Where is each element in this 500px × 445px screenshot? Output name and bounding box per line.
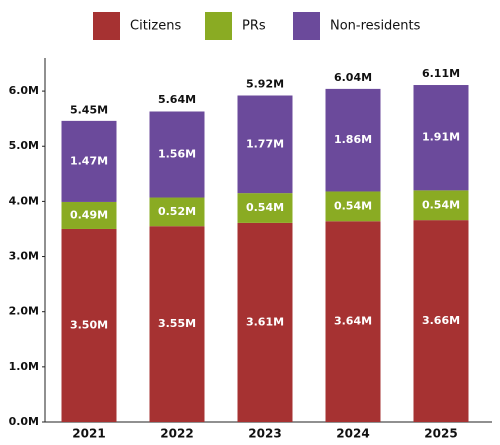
value-label: 3.64M <box>334 315 372 328</box>
value-label: 1.77M <box>246 137 284 150</box>
total-label: 5.45M <box>70 103 108 116</box>
value-label: 1.47M <box>70 154 108 167</box>
y-tick-label: 0.0M <box>9 415 39 428</box>
bar-segment <box>325 88 381 192</box>
value-label: 1.86M <box>334 133 372 146</box>
value-label: 1.56M <box>158 148 196 161</box>
value-label: 3.61M <box>246 315 284 328</box>
bar-segment <box>413 220 469 422</box>
bar-segment <box>61 120 117 202</box>
bar-segment <box>237 193 293 223</box>
value-label: 0.54M <box>334 199 372 212</box>
value-label: 0.54M <box>422 198 460 211</box>
legend-swatch <box>93 12 120 40</box>
bar-segment <box>149 197 205 227</box>
x-tick-label: 2021 <box>72 427 105 441</box>
y-tick-label: 1.0M <box>9 360 39 373</box>
total-label: 6.04M <box>334 71 372 84</box>
bar-segment <box>237 95 293 194</box>
y-tick-label: 2.0M <box>9 305 39 318</box>
value-label: 0.49M <box>70 208 108 221</box>
bar-segment <box>61 201 117 229</box>
legend-label: Non-residents <box>330 19 421 34</box>
value-label: 1.91M <box>422 131 460 144</box>
value-label: 3.66M <box>422 314 460 327</box>
total-label: 5.64M <box>158 93 196 106</box>
x-tick-label: 2022 <box>160 427 193 441</box>
legend-swatch <box>293 12 320 40</box>
bar-segment <box>413 85 469 191</box>
value-label: 0.54M <box>246 201 284 214</box>
y-tick-label: 4.0M <box>9 194 39 207</box>
legend-label: PRs <box>242 19 266 34</box>
bar-segment <box>61 228 117 422</box>
bar-segment <box>149 226 205 422</box>
total-label: 5.92M <box>246 78 284 91</box>
x-tick-label: 2025 <box>424 427 457 441</box>
x-tick-label: 2023 <box>248 427 281 441</box>
value-label: 0.52M <box>158 205 196 218</box>
legend-swatch <box>205 12 232 40</box>
value-label: 3.50M <box>70 318 108 331</box>
bar-segment <box>237 222 293 422</box>
bar-segment <box>413 190 469 221</box>
legend-label: Citizens <box>130 19 181 34</box>
total-label: 6.11M <box>422 67 460 80</box>
bar-segment <box>325 191 381 222</box>
bar-segment <box>149 111 205 198</box>
x-tick-label: 2024 <box>336 427 369 441</box>
y-tick-label: 6.0M <box>9 84 39 97</box>
y-tick-label: 5.0M <box>9 139 39 152</box>
bar-segment <box>325 221 381 422</box>
value-label: 3.55M <box>158 317 196 330</box>
y-tick-label: 3.0M <box>9 250 39 263</box>
